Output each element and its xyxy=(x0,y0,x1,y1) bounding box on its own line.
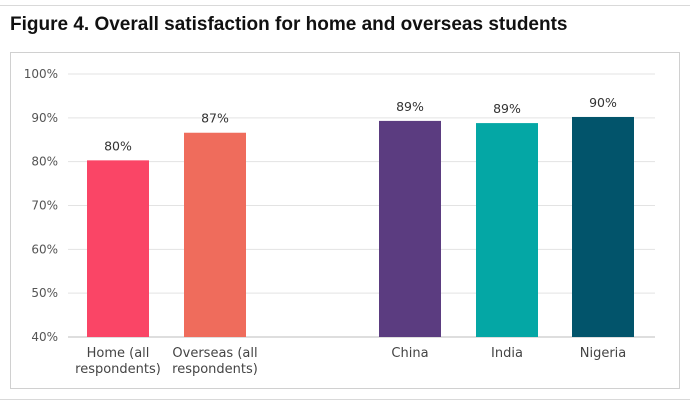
figure-title: Figure 4. Overall satisfaction for home … xyxy=(10,14,568,35)
x-tick-label: Overseas (all xyxy=(172,346,257,361)
y-tick-label: 90% xyxy=(31,111,58,125)
y-tick-label: 50% xyxy=(31,286,58,300)
data-label: 89% xyxy=(396,99,424,114)
data-label: 87% xyxy=(201,111,229,126)
bottom-divider xyxy=(0,399,690,400)
x-tick-label: respondents) xyxy=(172,362,258,377)
bar xyxy=(87,160,149,337)
x-tick-label: China xyxy=(391,346,428,361)
data-label: 90% xyxy=(589,95,617,110)
bars xyxy=(87,116,634,338)
top-divider xyxy=(0,5,690,6)
x-tick-label: respondents) xyxy=(75,362,161,377)
y-tick-label: 80% xyxy=(31,155,58,169)
x-tick-label: Home (all xyxy=(87,346,150,361)
y-tick-label: 60% xyxy=(31,242,58,256)
x-tick-label: India xyxy=(491,346,523,361)
y-tick-label: 100% xyxy=(24,67,58,81)
data-labels: 80% 87% 89% 89% 90% xyxy=(104,95,617,153)
data-label: 80% xyxy=(104,138,132,153)
gridlines xyxy=(68,73,655,338)
x-tick-label: Nigeria xyxy=(580,346,627,361)
bar xyxy=(572,116,634,337)
bar xyxy=(476,123,538,338)
bar xyxy=(184,132,246,337)
y-tick-label: 40% xyxy=(31,330,58,344)
y-axis: 40% 50% 60% 70% 80% 90% 100% xyxy=(24,67,58,344)
y-tick-label: 70% xyxy=(31,199,58,213)
data-label: 89% xyxy=(493,101,521,116)
bar xyxy=(379,120,441,337)
